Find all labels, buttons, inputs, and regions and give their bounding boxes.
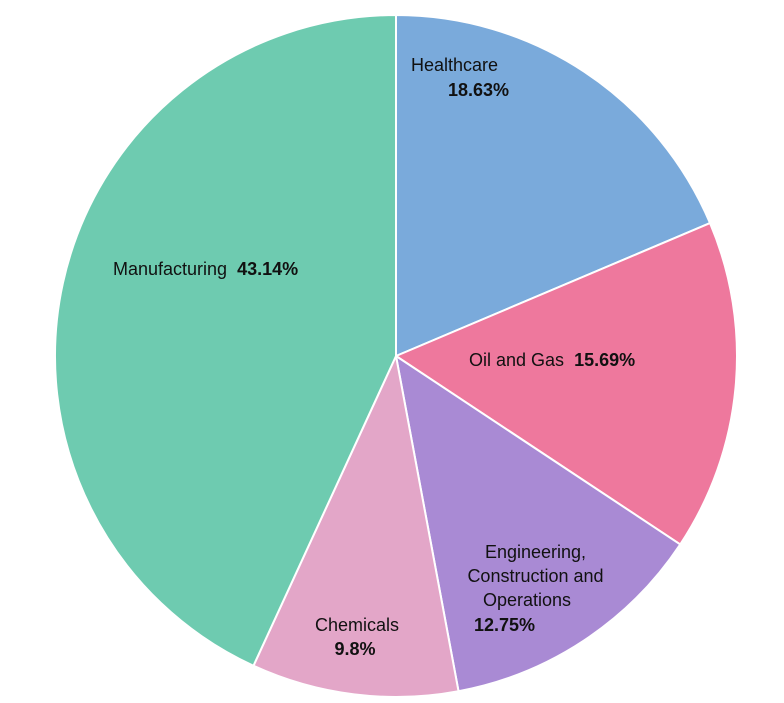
slice-label-oil-and-gas-name: Oil and Gas [469, 350, 564, 370]
pie-labels: Healthcare 18.63% Oil and Gas 15.69% Eng… [113, 55, 635, 659]
slice-value-engineering: 12.75% [474, 615, 535, 635]
slice-value-healthcare: 18.63% [448, 80, 509, 100]
pie-slice-engineering-construction-and-operations [394, 353, 682, 693]
slice-label-chemicals: Chemicals [315, 615, 399, 635]
slice-label-manufacturing-name: Manufacturing [113, 259, 227, 279]
pie-slice-oil-and-gas [393, 221, 738, 546]
slice-label-oil-and-gas: Oil and Gas 15.69% [469, 350, 635, 370]
pie-slice-chemicals [252, 352, 460, 698]
pie-slices [54, 13, 738, 698]
pie-slice-healthcare [395, 13, 712, 358]
pie-slice-manufacturing [54, 13, 397, 668]
slice-label-engineering-line1: Engineering, [485, 542, 586, 562]
slice-label-engineering: Engineering, Construction and Operations [467, 542, 608, 610]
slice-label-healthcare: Healthcare [411, 55, 498, 75]
slice-label-engineering-line3: Operations [483, 590, 571, 610]
slice-label-engineering-line2: Construction and [467, 566, 603, 586]
slice-label-manufacturing: Manufacturing 43.14% [113, 259, 298, 279]
slice-value-oil-and-gas: 15.69% [574, 350, 635, 370]
slice-value-manufacturing: 43.14% [237, 259, 298, 279]
slice-value-chemicals: 9.8% [334, 639, 375, 659]
